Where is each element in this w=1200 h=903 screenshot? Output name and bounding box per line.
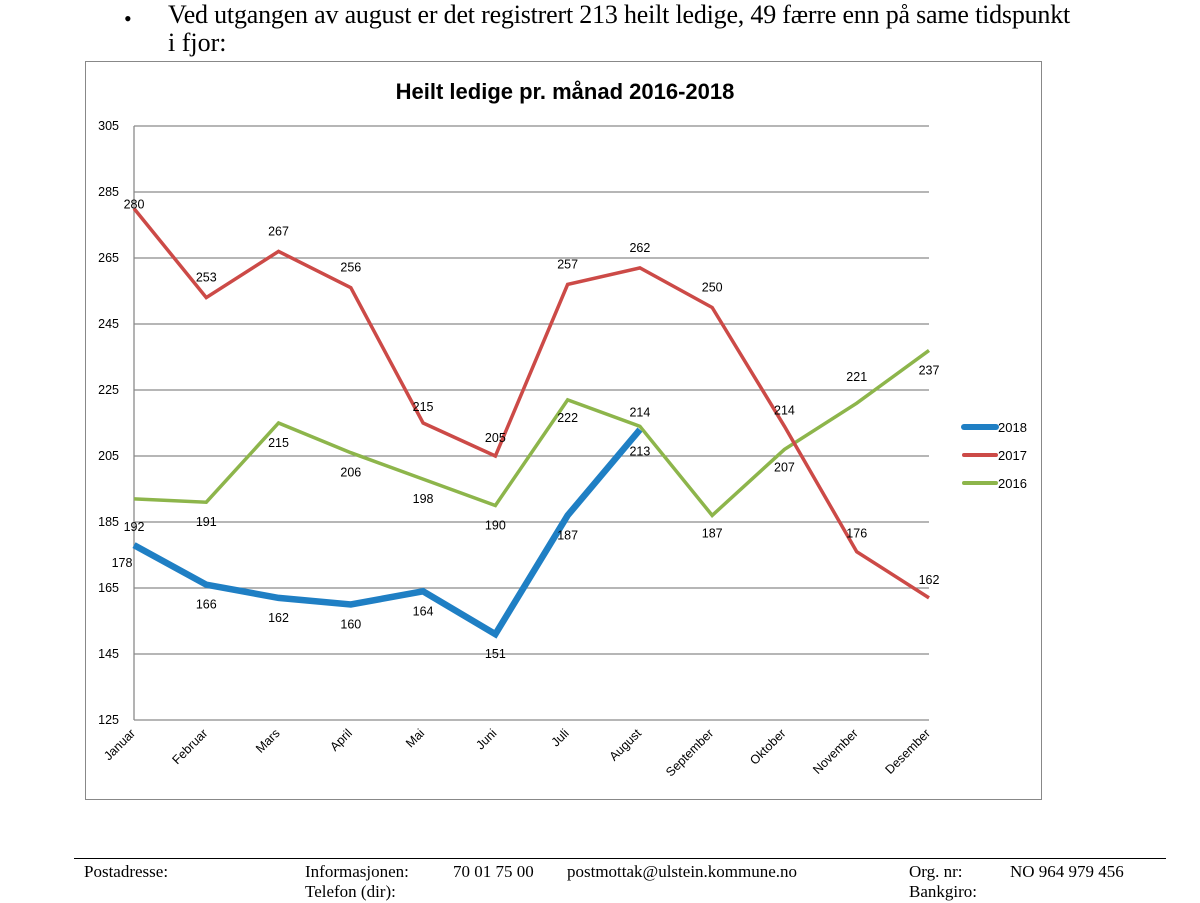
data-label: 151 xyxy=(485,647,506,661)
footer-postadresse-label: Postadresse: xyxy=(84,862,169,881)
data-label: 166 xyxy=(196,598,217,612)
data-label: 267 xyxy=(268,224,289,238)
data-label: 280 xyxy=(124,198,145,212)
data-labels: 178 166 162 160 164 151 187 213 280 253 267 256 215 2… xyxy=(112,198,940,662)
data-label: 237 xyxy=(919,363,940,377)
legend-label-2018: 2018 xyxy=(998,420,1027,435)
x-tick-label: September xyxy=(663,726,716,779)
data-label: 187 xyxy=(557,528,578,542)
x-tick-label: August xyxy=(607,726,645,764)
data-label: 198 xyxy=(413,492,434,506)
series-line-2018 xyxy=(132,427,643,639)
y-axis-ticks: 125 145 165 185 205 225 245 265 285 305 xyxy=(98,119,119,727)
legend-label-2017: 2017 xyxy=(998,448,1027,463)
y-tick-label: 305 xyxy=(98,119,119,133)
data-label: 176 xyxy=(846,527,867,541)
x-tick-label: Desember xyxy=(882,726,933,777)
data-label: 192 xyxy=(124,520,145,534)
footer-informasjonen-label: Informasjonen: xyxy=(305,862,409,881)
data-label: 205 xyxy=(485,431,506,445)
data-label: 187 xyxy=(702,526,723,540)
y-tick-label: 145 xyxy=(98,647,119,661)
data-label: 162 xyxy=(268,611,289,625)
data-label: 213 xyxy=(629,445,650,459)
series-lines xyxy=(132,207,931,639)
y-tick-label: 165 xyxy=(98,581,119,595)
x-tick-label: Juli xyxy=(549,726,572,749)
x-tick-label: April xyxy=(327,726,355,754)
gridlines xyxy=(133,125,929,721)
y-tick-label: 225 xyxy=(98,383,119,397)
series-line-2016 xyxy=(133,348,931,518)
chart-frame: Heilt ledige pr. månad 2016-2018 125 145 1… xyxy=(85,61,1042,800)
y-tick-label: 245 xyxy=(98,317,119,331)
x-tick-label: Februar xyxy=(170,726,211,767)
y-tick-label: 285 xyxy=(98,185,119,199)
x-axis-ticks: Januar Februar Mars April Mai Juni Juli August S… xyxy=(101,726,933,780)
y-tick-label: 185 xyxy=(98,515,119,529)
x-tick-label: November xyxy=(810,726,861,777)
data-label: 160 xyxy=(340,618,361,632)
x-tick-label: Mars xyxy=(253,726,283,756)
data-label: 162 xyxy=(919,573,940,587)
data-label: 253 xyxy=(196,271,217,285)
data-label: 214 xyxy=(629,405,650,419)
data-label: 221 xyxy=(846,370,867,384)
footer-org-label: Org. nr: xyxy=(909,862,963,881)
line-chart: Heilt ledige pr. månad 2016-2018 1251451… xyxy=(98,79,1027,780)
y-tick-label: 265 xyxy=(98,251,119,265)
series-line-2017 xyxy=(132,207,930,600)
data-label: 256 xyxy=(340,261,361,275)
data-label: 178 xyxy=(112,556,133,570)
bullet-icon: • xyxy=(124,6,132,31)
data-label: 215 xyxy=(268,436,289,450)
data-label: 190 xyxy=(485,519,506,533)
data-label: 257 xyxy=(557,257,578,271)
data-label: 262 xyxy=(629,241,650,255)
y-tick-label: 125 xyxy=(98,713,119,727)
data-label: 164 xyxy=(413,604,434,618)
data-label: 191 xyxy=(196,515,217,529)
chart-title: Heilt ledige pr. månad 2016-2018 xyxy=(396,79,735,104)
legend-label-2016: 2016 xyxy=(998,476,1027,491)
footer-telefon-label: Telefon (dir): xyxy=(305,882,396,901)
footer-phone: 70 01 75 00 xyxy=(453,862,534,881)
data-label: 206 xyxy=(340,466,361,480)
legend: 2018 2017 2016 xyxy=(961,420,1027,491)
x-tick-label: Mai xyxy=(403,726,427,750)
y-tick-label: 205 xyxy=(98,449,119,463)
data-label: 222 xyxy=(557,411,578,425)
x-tick-label: Oktober xyxy=(747,726,788,767)
data-label: 214 xyxy=(774,403,795,417)
x-tick-label: Juni xyxy=(473,726,499,752)
data-label: 207 xyxy=(774,460,795,474)
footer-divider xyxy=(74,858,1166,859)
data-label: 215 xyxy=(413,400,434,414)
bullet-text-line-2: i fjor: xyxy=(168,28,227,57)
bullet-text-line-1: Ved utgangen av august er det registrert… xyxy=(168,0,1071,29)
footer-email-link[interactable]: postmottak@ulstein.kommune.no xyxy=(567,862,798,881)
footer-org-value: NO 964 979 456 xyxy=(1010,862,1124,881)
x-tick-label: Januar xyxy=(101,726,138,763)
data-label: 250 xyxy=(702,281,723,295)
footer-bankgiro-label: Bankgiro: xyxy=(909,882,977,901)
